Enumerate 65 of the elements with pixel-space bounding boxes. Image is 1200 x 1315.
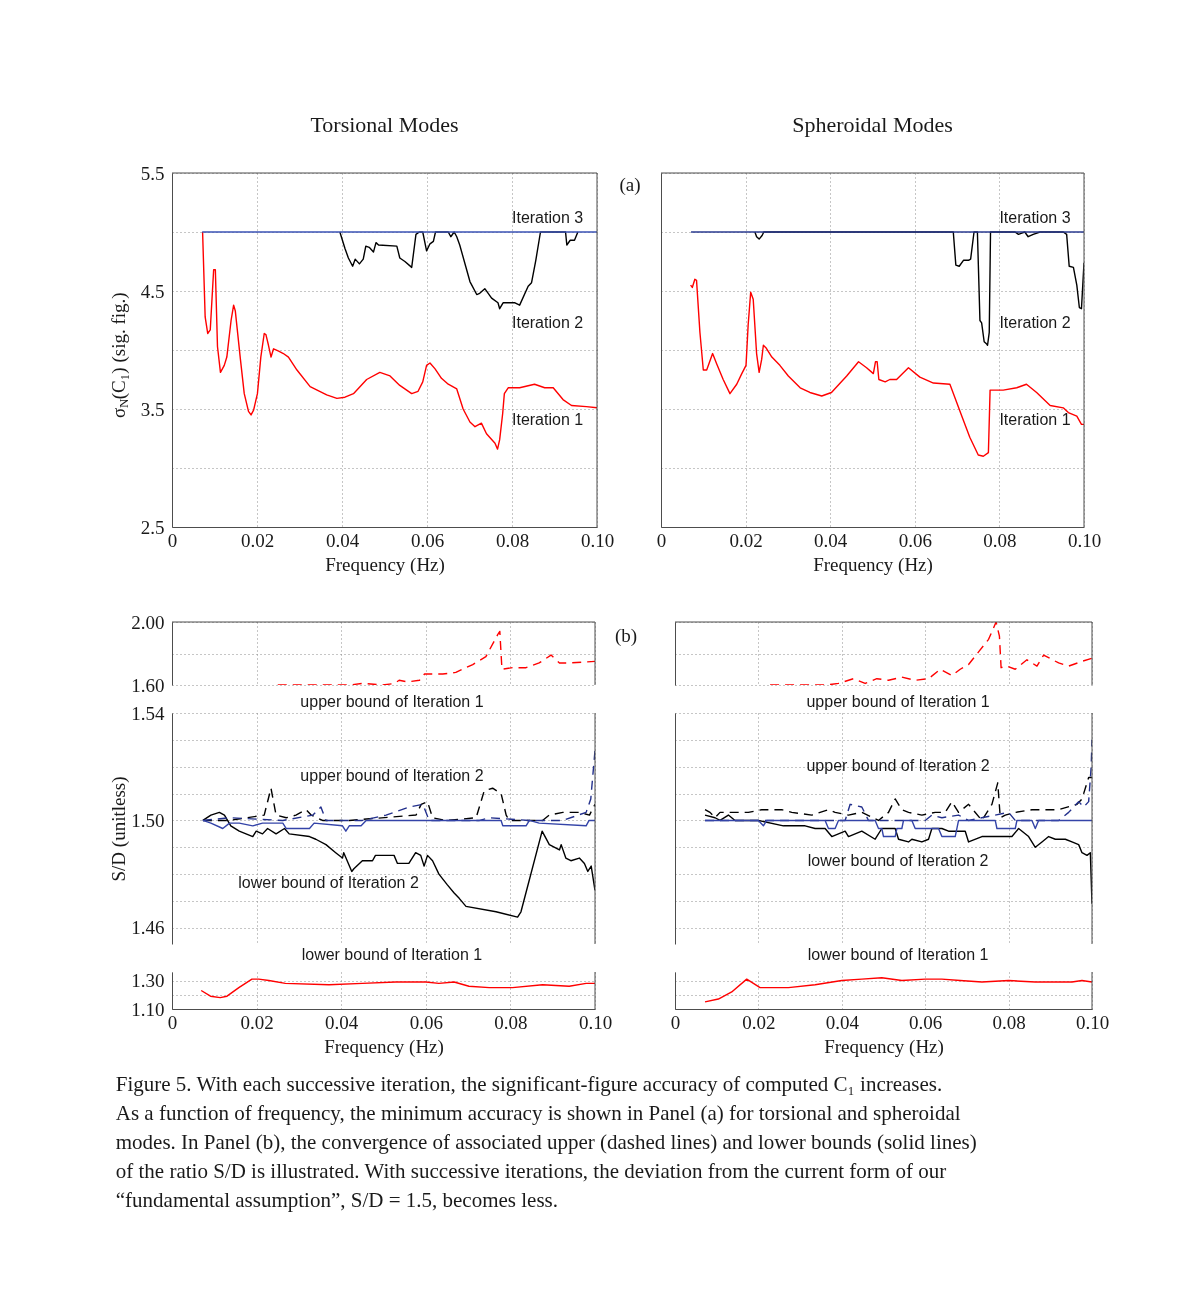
y-tick-label: 1.50 bbox=[131, 809, 165, 831]
y-tick-label: 2.5 bbox=[140, 516, 165, 538]
x-tick-label: 0 bbox=[167, 529, 178, 551]
series-label: upper bound of Iteration 2 bbox=[300, 767, 484, 784]
x-tick-label: 0.02 bbox=[729, 529, 763, 551]
x-axis-title: Frequency (Hz) bbox=[813, 553, 933, 576]
x-tick-label: 0.04 bbox=[325, 529, 360, 551]
y-axis-title: σN(C₁) (sig. fig.) bbox=[108, 292, 131, 418]
caption: Figure 5. With each successive iteration, the significant-figure accuracy of computed C₁ increases. As a function of frequency, the minimum accuracy is shown in Panel (a) for torsional and spheroidal modes. In Panel (b), the convergence of associated upper (dashed lines) and lower bounds (solid lines) of the ratio S/D is illustrated. With successive iterations, the deviation from the current form of our “fundamental assumption”, S/D = 1.5, becomes less. bbox=[115, 1072, 977, 1212]
x-tick-label: 0.06 bbox=[410, 529, 445, 551]
x-tick-label: 0.02 bbox=[240, 1011, 274, 1033]
text: (a) bbox=[619, 174, 641, 196]
x-tick-label: 0.08 bbox=[983, 529, 1017, 551]
x-tick-label: 0.10 bbox=[578, 1011, 613, 1033]
series-label: Iteration 1 bbox=[999, 411, 1071, 428]
y-tick-label: 1.10 bbox=[131, 998, 165, 1020]
y-tick-label: 4.5 bbox=[140, 280, 165, 302]
y-axis-title: S/D (unitless) bbox=[108, 776, 131, 882]
y-tick-label: 1.30 bbox=[131, 970, 165, 992]
x-tick-label: 0 bbox=[670, 1011, 681, 1033]
line-series bbox=[202, 819, 595, 832]
line-series bbox=[200, 978, 595, 999]
x-tick-label: 0.08 bbox=[495, 529, 530, 551]
series-label: upper bound of Iteration 1 bbox=[806, 693, 990, 710]
x-axis-title: Frequency (Hz) bbox=[824, 1035, 944, 1058]
y-tick-label: 1.46 bbox=[131, 917, 165, 939]
series-label: upper bound of Iteration 1 bbox=[300, 693, 484, 710]
line-series bbox=[339, 231, 579, 310]
x-tick-label: 0.08 bbox=[494, 1011, 528, 1033]
x-tick-label: 0.10 bbox=[1075, 1011, 1110, 1033]
x-tick-label: 0 bbox=[167, 1011, 178, 1033]
y-tick-label: 5.5 bbox=[140, 162, 165, 184]
y-tick-label: 2.00 bbox=[131, 611, 165, 633]
x-tick-label: 0.10 bbox=[1067, 529, 1102, 551]
series-label: lower bound of Iteration 2 bbox=[807, 852, 989, 869]
x-tick-label: 0.06 bbox=[909, 1011, 943, 1033]
x-tick-label: 0.02 bbox=[240, 529, 275, 551]
x-tick-label: 0.02 bbox=[742, 1011, 776, 1033]
x-axis-title: Frequency (Hz) bbox=[324, 1035, 444, 1058]
series-label: Iteration 1 bbox=[512, 411, 584, 428]
y-tick-label: 3.5 bbox=[140, 398, 165, 420]
x-tick-label: 0.08 bbox=[992, 1011, 1026, 1033]
chart-title: Torsional Modes bbox=[310, 112, 459, 137]
series-label: lower bound of Iteration 1 bbox=[301, 946, 483, 963]
text: (b) bbox=[614, 625, 638, 647]
x-tick-label: 0.04 bbox=[814, 529, 848, 551]
series-label: lower bound of Iteration 2 bbox=[238, 874, 419, 891]
line-series bbox=[277, 630, 595, 685]
chart-title: Spheroidal Modes bbox=[792, 111, 953, 137]
series-label: Iteration 2 bbox=[999, 314, 1071, 331]
y-tick-label: 1.54 bbox=[131, 702, 165, 724]
x-tick-label: 0 bbox=[656, 529, 667, 551]
x-axis-title: Frequency (Hz) bbox=[325, 553, 445, 576]
x-tick-label: 0.04 bbox=[325, 1011, 359, 1033]
series-label: Iteration 3 bbox=[512, 209, 584, 226]
series-label: Iteration 3 bbox=[999, 209, 1071, 226]
series-label: Iteration 2 bbox=[512, 314, 584, 331]
line-series bbox=[201, 231, 597, 450]
x-tick-label: 0.06 bbox=[409, 1011, 443, 1033]
x-tick-label: 0.04 bbox=[825, 1011, 860, 1033]
series-label: lower bound of Iteration 1 bbox=[807, 946, 989, 963]
x-tick-label: 0.10 bbox=[580, 529, 615, 551]
y-tick-label: 1.60 bbox=[131, 674, 165, 696]
series-label: upper bound of Iteration 2 bbox=[806, 757, 990, 774]
x-tick-label: 0.06 bbox=[898, 529, 932, 551]
